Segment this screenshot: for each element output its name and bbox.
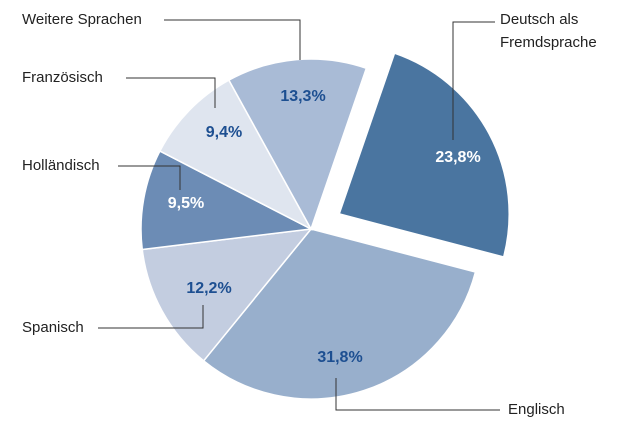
value-label: 9,5% — [168, 195, 204, 212]
leader-line — [164, 19, 301, 60]
pie-slice — [158, 79, 313, 231]
value-label: 23,8% — [435, 149, 480, 166]
category-label: Deutsch als Fremdsprache — [500, 11, 597, 51]
value-label: 31,8% — [317, 349, 362, 366]
category-label: Weitere Sprachen — [22, 11, 142, 28]
leader-line — [452, 21, 495, 140]
pie-slice — [227, 58, 368, 231]
value-label: 9,4% — [206, 124, 242, 141]
pie-slice — [140, 150, 314, 251]
category-label: Englisch — [508, 401, 565, 418]
value-label: 13,3% — [280, 88, 325, 105]
pie-slice — [202, 228, 477, 400]
pie-slice — [338, 52, 510, 258]
leader-line — [98, 305, 204, 329]
leader-line — [126, 77, 216, 108]
leader-line — [118, 165, 181, 190]
category-label: Französisch — [22, 69, 103, 86]
category-label: Holländisch — [22, 157, 100, 174]
value-label: 12,2% — [186, 280, 231, 297]
category-label: Spanisch — [22, 319, 84, 336]
leader-line — [335, 378, 500, 411]
